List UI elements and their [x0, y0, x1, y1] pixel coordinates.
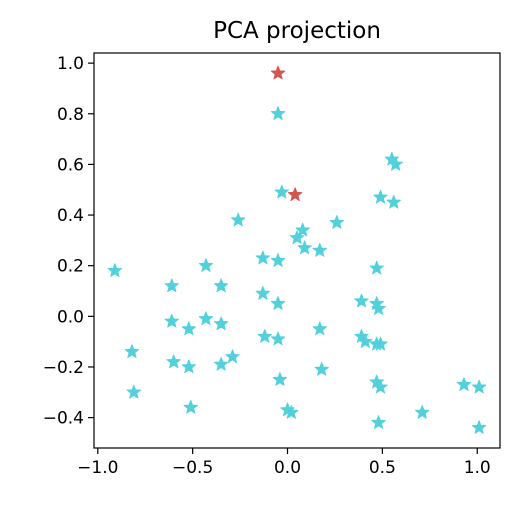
scatter-point	[181, 359, 197, 374]
scatter-point	[456, 377, 472, 391]
scatter-point	[183, 399, 198, 414]
scatter-point	[371, 301, 386, 315]
y-tick-label: 0.6	[57, 155, 84, 175]
scatter-point	[164, 313, 180, 328]
scatter-point	[373, 379, 388, 394]
x-tick-label: 1.0	[464, 458, 491, 478]
scatter-point	[287, 187, 303, 202]
scatter-point	[230, 212, 246, 227]
scatter-point	[126, 384, 142, 399]
chart-title: PCA projection	[213, 18, 381, 44]
scatter-point	[414, 404, 430, 419]
y-tick-label: −0.4	[43, 409, 84, 429]
scatter-point	[198, 258, 214, 272]
scatter-point	[297, 240, 312, 255]
scatter-point	[284, 404, 299, 419]
scatter-point	[255, 250, 271, 265]
scatter-point	[255, 285, 271, 300]
scatter-point	[371, 415, 386, 429]
plot-frame	[93, 52, 501, 449]
scatter-point	[257, 328, 272, 343]
scatter-point	[181, 321, 197, 336]
y-tick-label: −0.2	[43, 358, 84, 378]
scatter-point	[369, 260, 384, 275]
scatter-point	[166, 354, 181, 369]
scatter-point	[213, 316, 229, 331]
y-tick-label: 0.4	[57, 206, 84, 226]
scatter-point	[213, 356, 229, 371]
scatter-point	[312, 242, 328, 257]
scatter-point	[107, 263, 123, 277]
y-tick-label: 0.8	[57, 105, 84, 125]
scatter-point	[272, 372, 288, 386]
scatter-point	[270, 331, 286, 346]
scatter-point	[312, 321, 328, 336]
scatter-point	[270, 106, 286, 120]
scatter-point	[289, 230, 305, 245]
scatter-point	[471, 379, 487, 394]
x-tick-label: −1.0	[77, 458, 118, 478]
scatter-point	[270, 253, 286, 267]
y-tick-label: 0.2	[57, 257, 84, 277]
scatter-point	[270, 296, 286, 310]
scatter-point	[198, 311, 214, 326]
scatter-point	[373, 336, 388, 351]
x-tick-label: 0.5	[369, 458, 396, 478]
scatter-point	[388, 156, 403, 171]
scatter-point	[225, 349, 240, 364]
scatter-point	[471, 420, 487, 434]
y-tick-label: 0.0	[57, 307, 84, 327]
scatter-point	[213, 278, 229, 293]
x-tick-label: −0.5	[172, 458, 213, 478]
scatter-point	[270, 65, 286, 80]
axis-ticks: −1.0 −0.5 0.0 0.5 1.0 −0.4 −0.2 0.0 0.2 0.4 0.6 0.8…	[43, 54, 491, 478]
scatter-point	[124, 344, 140, 359]
data-points	[107, 65, 487, 434]
x-tick-label: 0.0	[274, 458, 301, 478]
scatter-point	[386, 194, 401, 209]
scatter-point	[373, 189, 388, 204]
scatter-point	[358, 334, 373, 348]
scatter-point	[329, 215, 345, 229]
scatter-point	[314, 361, 329, 376]
scatter-point	[354, 293, 369, 308]
scatter-point	[164, 278, 180, 293]
y-tick-label: 1.0	[57, 54, 84, 74]
scatter-point	[274, 184, 290, 199]
scatter-point	[295, 222, 310, 237]
